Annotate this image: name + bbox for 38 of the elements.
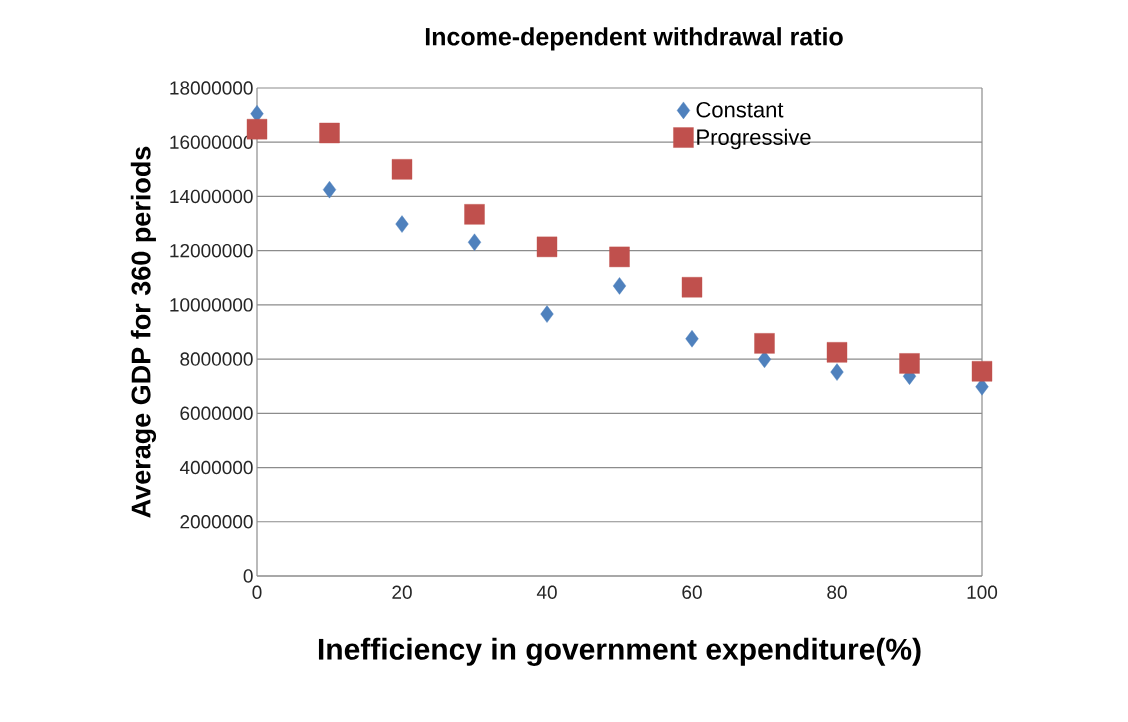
point [754, 333, 775, 354]
point [685, 330, 699, 348]
point [681, 277, 703, 298]
x-tick-label: 80 [827, 585, 847, 599]
y-axis-title: Average GDP for 360 periods [130, 146, 157, 518]
legend-label: Progressive [697, 128, 811, 150]
y-tick-label: 16000000 [170, 135, 253, 149]
point [322, 180, 337, 199]
point [826, 342, 848, 363]
x-tick-label: 0 [252, 585, 262, 599]
y-tick-label: 6000000 [180, 406, 253, 421]
point [540, 305, 554, 323]
x-tick-label: 60 [682, 585, 702, 599]
point [536, 236, 558, 258]
y-tick-label: 8000000 [180, 352, 253, 366]
chart-title: Income-dependent withdrawal ratio [425, 27, 843, 51]
y-tick-label: 4000000 [179, 460, 253, 475]
point [464, 204, 485, 225]
y-tick-label: 14000000 [170, 189, 253, 204]
y-tick-label: 18000000 [170, 81, 253, 95]
y-tick-label: 10000000 [170, 298, 253, 312]
legend-label: Constant [696, 101, 784, 118]
point [899, 353, 920, 374]
x-tick-label: 20 [392, 585, 412, 599]
point [612, 277, 627, 295]
point [391, 159, 413, 180]
y-tick-label: 2000000 [180, 515, 253, 529]
point [395, 215, 409, 233]
point [971, 361, 993, 382]
y-tick-label: 12000000 [170, 243, 253, 258]
point [609, 246, 630, 268]
x-axis-title: Inefficiency in government expenditure(%) [318, 637, 921, 666]
point [467, 233, 482, 251]
y-tick-label: 0 [243, 569, 253, 583]
point [319, 122, 340, 144]
x-tick-label: 100 [967, 585, 998, 599]
x-tick-label: 40 [536, 585, 557, 599]
point [830, 363, 844, 381]
